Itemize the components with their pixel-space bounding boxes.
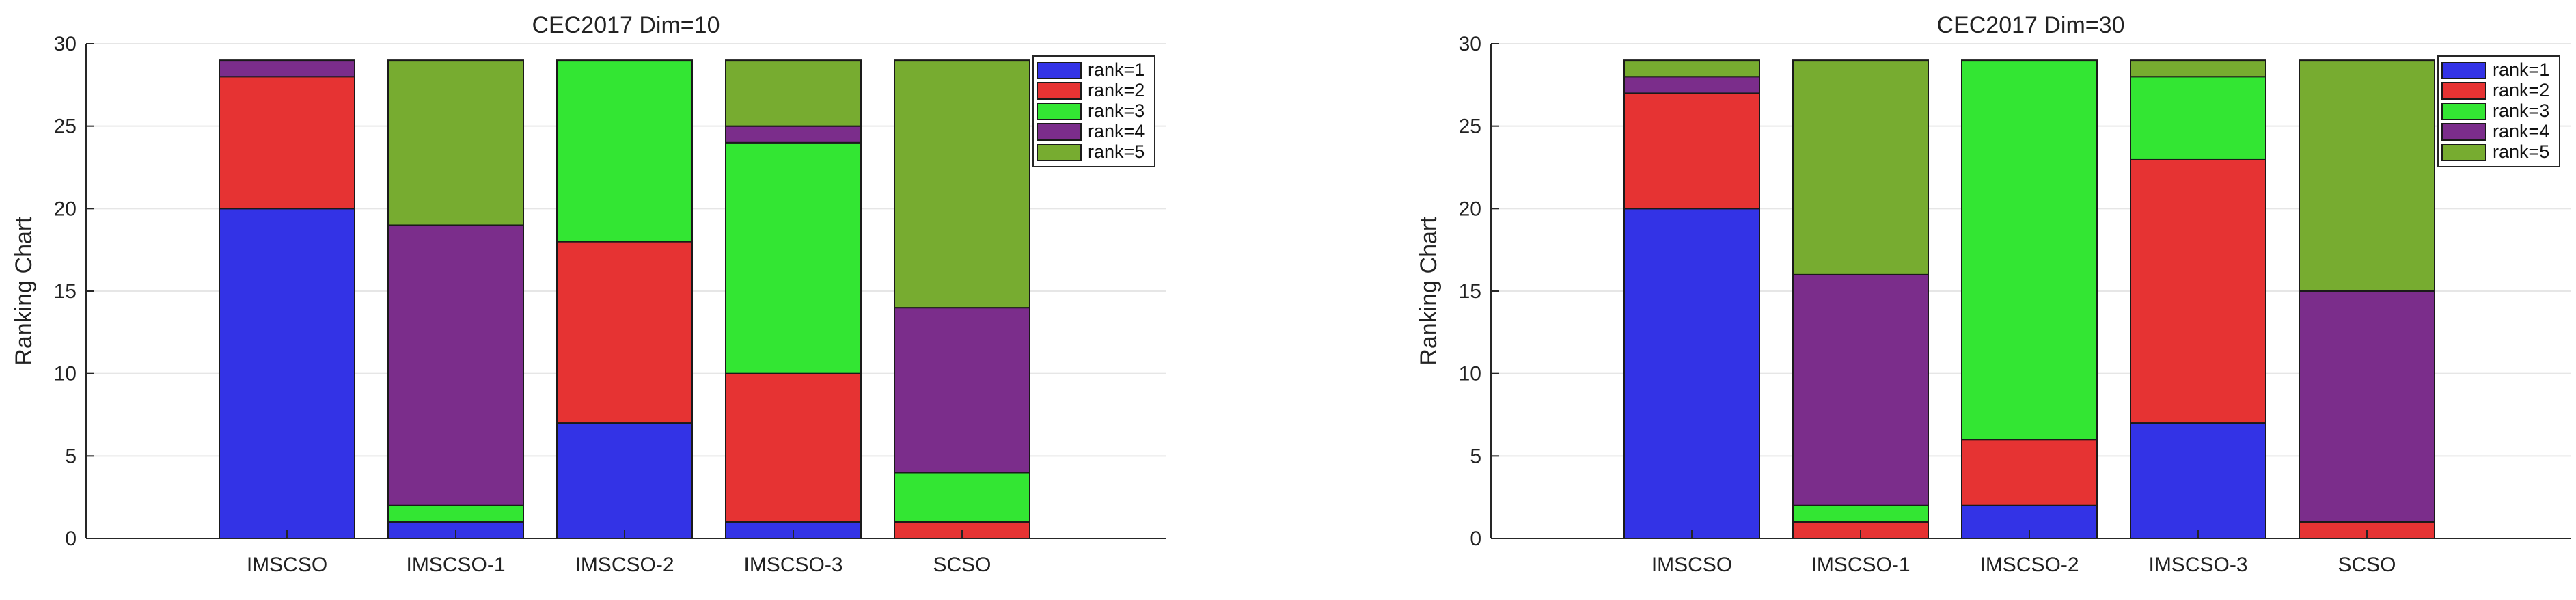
legend-label: rank=5 xyxy=(1088,141,1145,162)
bar-segment xyxy=(2130,158,2266,424)
x-tick-label: IMSCSO-1 xyxy=(1811,554,1910,576)
legend-label: rank=2 xyxy=(1088,80,1145,100)
y-tick-label: 30 xyxy=(54,33,77,55)
y-tick-label: 10 xyxy=(1459,363,1481,385)
bar-segment xyxy=(2299,59,2435,292)
legend-swatch xyxy=(2441,123,2486,141)
bar-segment xyxy=(387,59,524,226)
bar-segment xyxy=(1792,504,1929,523)
y-tick-label: 25 xyxy=(1459,115,1481,138)
chart-title: CEC2017 Dim=10 xyxy=(532,12,720,38)
x-tick-label: IMSCSO-3 xyxy=(2148,554,2247,576)
bar-segment xyxy=(219,208,355,539)
y-tick-label: 5 xyxy=(1470,445,1481,467)
bar-segment xyxy=(1961,439,2098,506)
legend-label: rank=1 xyxy=(2493,59,2549,80)
bar-segment xyxy=(894,307,1030,474)
legend-swatch xyxy=(2441,103,2486,120)
x-tick-label: IMSCSO xyxy=(1652,554,1732,576)
x-tick-label: IMSCSO-3 xyxy=(743,554,842,576)
bar-segment xyxy=(556,241,693,424)
legend-swatch xyxy=(1037,123,1082,141)
x-tick-label: IMSCSO-2 xyxy=(575,554,674,576)
y-tick-label: 15 xyxy=(1459,280,1481,303)
x-tick-label: SCSO xyxy=(2338,554,2396,576)
y-tick-label: 15 xyxy=(54,280,77,303)
bar-segment xyxy=(219,76,355,210)
bar-segment xyxy=(556,59,693,243)
bar-segment xyxy=(725,372,862,523)
x-tick-label: IMSCSO-1 xyxy=(406,554,505,576)
bar-segment xyxy=(894,59,1030,309)
x-tick-label: IMSCSO-2 xyxy=(1979,554,2079,576)
y-tick-label: 20 xyxy=(54,197,77,220)
legend-swatch xyxy=(1037,144,1082,161)
bar-segment xyxy=(1623,76,1760,94)
legend-swatch xyxy=(2441,82,2486,100)
bar-segment xyxy=(1792,59,1929,275)
bar-segment xyxy=(725,59,862,127)
chart-dim10: 0 5 10 15 20 25 30 IMSCSO IMSCSO-1 IMSCSO-2 IMSCSO… xyxy=(11,12,1166,576)
legend-label: rank=3 xyxy=(1088,100,1145,121)
legend-swatch xyxy=(1037,62,1082,79)
bar-segment xyxy=(2299,290,2435,523)
y-tick-label: 5 xyxy=(65,445,77,467)
legend-label: rank=4 xyxy=(2493,121,2549,141)
bar-segment xyxy=(387,504,524,523)
legend-swatch xyxy=(2441,62,2486,79)
bar-segment xyxy=(387,224,524,506)
legend-swatch xyxy=(1037,82,1082,100)
legend-label: rank=5 xyxy=(2493,141,2549,162)
legend-swatch xyxy=(1037,103,1082,120)
bar-segment xyxy=(1623,92,1760,210)
legend-label: rank=4 xyxy=(1088,121,1145,141)
bar-segment xyxy=(2130,422,2266,539)
y-tick-label: 30 xyxy=(1459,33,1481,55)
bar-segment xyxy=(2130,59,2266,78)
y-tick-label: 25 xyxy=(54,115,77,138)
chart-title: CEC2017 Dim=30 xyxy=(1937,12,2125,38)
bar-segment xyxy=(2130,76,2266,160)
bar-segment xyxy=(1623,59,1760,78)
x-tick-label: SCSO xyxy=(933,554,991,576)
y-tick-label: 20 xyxy=(1459,197,1481,220)
bar-segment xyxy=(725,141,862,374)
legend-label: rank=2 xyxy=(2493,80,2549,100)
legend-swatch xyxy=(2441,144,2486,161)
bar-segment xyxy=(219,59,355,78)
bar-segment xyxy=(556,422,693,539)
x-tick-label: IMSCSO xyxy=(247,554,327,576)
bar-segment xyxy=(1792,273,1929,506)
legend-label: rank=3 xyxy=(2493,100,2549,121)
y-axis-label: Ranking Chart xyxy=(11,217,37,366)
chart-dim30: 0 5 10 15 20 25 30 IMSCSO IMSCSO-1 IMSCSO-2 IMSCSO… xyxy=(1416,12,2571,576)
bar-segment xyxy=(1961,59,2098,441)
y-tick-label: 0 xyxy=(1470,528,1481,550)
y-tick-label: 0 xyxy=(65,528,77,550)
bar-segment xyxy=(1623,208,1760,539)
bar-segment xyxy=(725,125,862,144)
y-axis-label: Ranking Chart xyxy=(1416,217,1442,366)
y-tick-label: 10 xyxy=(54,363,77,385)
bar-segment xyxy=(894,472,1030,523)
legend-label: rank=1 xyxy=(1088,59,1145,80)
